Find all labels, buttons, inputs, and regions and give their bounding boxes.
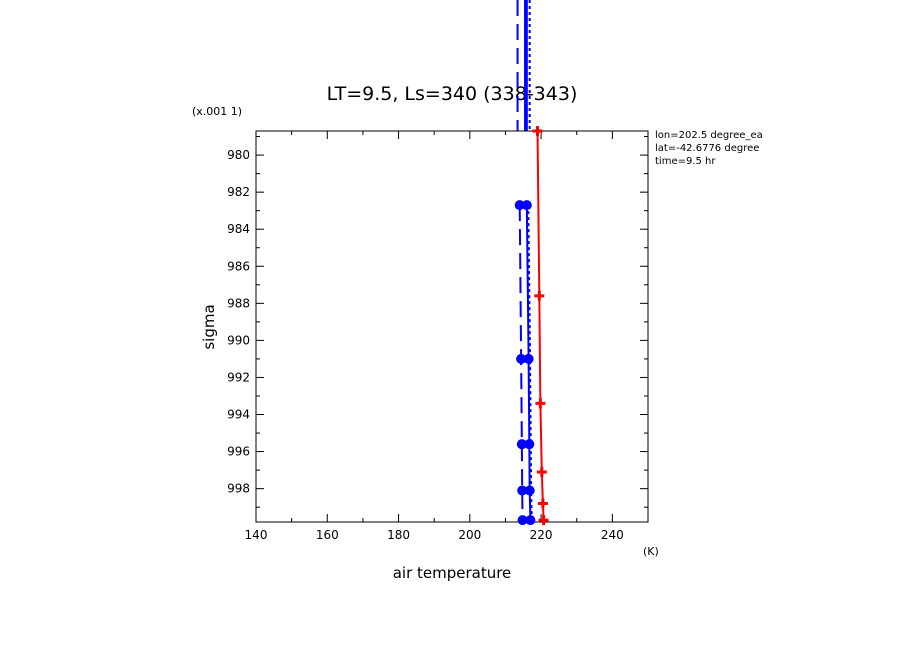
x-tick-label: 200 [458,528,481,542]
y-tick-label: 996 [227,445,250,459]
info-box: lon=202.5 degree_ea lat=-42.6776 degree … [655,130,763,167]
series-point [516,439,527,450]
y-tick-label: 994 [227,408,250,422]
above-plot-lines [516,0,531,131]
series-point [536,466,547,477]
info-lat: lat=-42.6776 degree [655,143,759,154]
series-point [525,515,536,526]
y-tick-label: 980 [227,148,250,162]
series-point [532,126,543,136]
series-point [524,485,535,496]
x-unit-label: (K) [643,545,659,558]
series-point [517,515,528,526]
x-tick-label: 140 [245,528,268,542]
series-point [516,353,527,364]
series-point [523,353,534,364]
series-point [538,515,549,526]
y-tick-label: 984 [227,222,250,236]
info-lon: lon=202.5 degree_ea [655,130,763,141]
plot-frame [255,130,649,523]
series-point [521,200,532,211]
x-tick-label: 180 [387,528,410,542]
series-point [524,439,535,450]
series-line [536,130,545,521]
y-scale-note: (x.001 1) [192,105,242,118]
y-tick-label: 982 [227,185,250,199]
series-point [537,498,548,509]
series-line [527,205,533,521]
y-tick-label: 992 [227,370,250,384]
x-axis: 140 160 180 200 220 240 [245,131,624,542]
info-time: time=9.5 hr [655,156,716,167]
x-tick-label: 220 [530,528,553,542]
y-tick-label: 986 [227,259,250,273]
series-point [535,398,546,409]
y-tick-label: 990 [227,333,250,347]
series-line [518,205,524,521]
x-axis-label: air temperature [393,564,512,582]
series-layer [514,126,549,526]
x-tick-label: 160 [316,528,339,542]
y-tick-label: 998 [227,482,250,496]
series-point [514,200,525,211]
x-tick-label: 240 [601,528,624,542]
y-tick-label: 988 [227,296,250,310]
series-point [517,485,528,496]
series-point [534,290,545,301]
y-axis-label: sigma [200,304,218,349]
chart-title: LT=9.5, Ls=340 (338-343) [327,83,578,105]
y-axis: 980 982 984 986 988 990 992 994 996 998 [227,136,648,508]
